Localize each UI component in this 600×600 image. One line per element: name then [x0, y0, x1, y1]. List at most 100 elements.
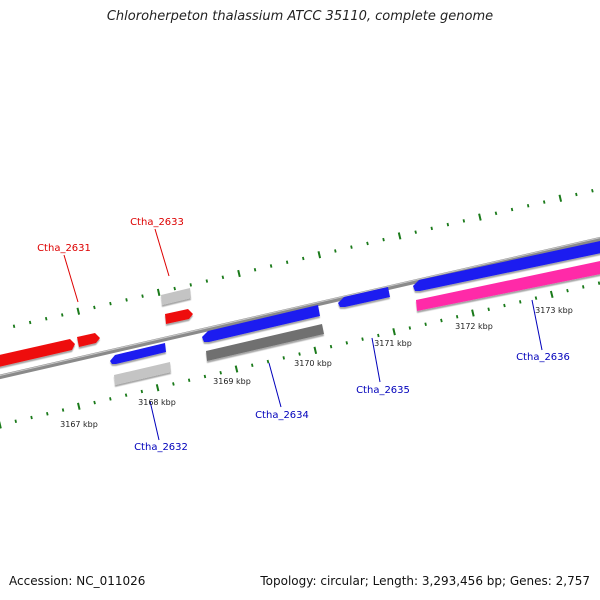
scale-label-3173: 3173 kbp — [535, 306, 573, 315]
outer-ring-major-tick — [397, 232, 402, 240]
inner-ring-minor-tick — [582, 285, 585, 289]
inner-ring-minor-tick — [408, 326, 412, 330]
outer-ring-minor-tick — [494, 211, 498, 216]
outer-ring-major-tick — [478, 213, 482, 221]
inner-ring-minor-tick — [46, 411, 49, 416]
outer-ring-major-tick — [156, 288, 161, 297]
scale-label-3167: 3167 kbp — [60, 420, 98, 429]
gene-label-ctha-2634[interactable]: Ctha_2634 — [255, 410, 309, 421]
scale-label-3168: 3168 kbp — [138, 398, 176, 407]
outer-ring-minor-tick — [382, 237, 385, 242]
inner-ring-minor-tick — [345, 341, 349, 345]
outer-ring-major-tick — [237, 269, 241, 278]
inner-ring-minor-tick — [93, 400, 96, 405]
genome-summary-text: Topology: circular; Length: 3,293,456 bp… — [260, 574, 590, 588]
outer-ring-minor-tick — [542, 200, 546, 204]
inner-ring-minor-tick — [534, 296, 538, 300]
outer-ring-minor-tick — [350, 245, 353, 249]
outer-ring-minor-tick — [189, 283, 192, 287]
gene-label-ctha-2633[interactable]: Ctha_2633 — [130, 217, 184, 228]
gene-ctha-2634-shadow-feature — [206, 324, 324, 361]
inner-ring-major-tick — [77, 402, 81, 410]
pseudo-feature-upper — [161, 288, 191, 305]
scale-label-3170: 3170 kbp — [294, 359, 332, 368]
outer-ring-minor-tick — [334, 249, 337, 253]
inner-ring-minor-tick — [298, 352, 301, 356]
outer-ring-minor-tick — [366, 241, 369, 246]
outer-ring-major-tick — [317, 251, 322, 259]
inner-ring-minor-tick — [140, 389, 144, 394]
outer-ring-minor-tick — [125, 298, 128, 302]
inner-ring-minor-tick — [251, 363, 254, 367]
outer-ring-minor-tick — [28, 320, 32, 325]
gene-ctha-2635-feature[interactable] — [338, 287, 390, 307]
inner-ring-minor-tick — [424, 322, 427, 326]
gene-label-ctha-2636[interactable]: Ctha_2636 — [516, 352, 570, 363]
gene-ctha-2631-small-feature[interactable] — [77, 333, 100, 347]
gene-label-ctha-2635[interactable]: Ctha_2635 — [356, 385, 410, 396]
inner-ring-major-tick — [155, 384, 160, 392]
outer-ring-minor-tick — [12, 324, 16, 328]
outer-ring-minor-tick — [61, 313, 64, 317]
ctha-2635-leader — [371, 337, 381, 383]
gene-label-ctha-2632[interactable]: Ctha_2632 — [134, 442, 188, 453]
outer-ring-minor-tick — [285, 260, 289, 264]
outer-ring-minor-tick — [526, 204, 530, 208]
inner-ring-minor-tick — [503, 303, 506, 308]
ctha-2631-leader — [63, 254, 79, 303]
accession-text: Accession: NC_011026 — [9, 574, 146, 588]
inner-ring-minor-tick — [61, 408, 65, 412]
genome-backbone — [0, 236, 600, 380]
outer-ring-minor-tick — [44, 316, 48, 321]
outer-ring-minor-tick — [591, 188, 594, 193]
outer-ring-minor-tick — [430, 226, 433, 231]
inner-tick-ring — [0, 281, 600, 429]
inner-ring-minor-tick — [109, 397, 112, 401]
gene-ctha-2631-feature[interactable] — [0, 339, 75, 369]
inner-ring-major-tick — [313, 346, 318, 355]
inner-ring-minor-tick — [30, 415, 33, 420]
gene-ctha-2632-feature[interactable] — [110, 343, 166, 364]
outer-tick-ring — [12, 188, 594, 328]
inner-ring-minor-tick — [124, 393, 128, 397]
inner-ring-minor-tick — [377, 333, 380, 338]
outer-ring-minor-tick — [109, 301, 112, 306]
gene-ctha-2636-feature[interactable] — [413, 240, 600, 291]
inner-ring-minor-tick — [219, 370, 222, 375]
outer-ring-minor-tick — [93, 305, 96, 310]
outer-ring-major-tick — [76, 307, 81, 315]
outer-ring-major-tick — [558, 194, 563, 202]
scale-label-3171: 3171 kbp — [374, 339, 412, 348]
inner-ring-minor-tick — [566, 288, 569, 293]
inner-ring-major-tick — [234, 365, 239, 373]
inner-ring-minor-tick — [440, 318, 443, 323]
ctha-2636-leader — [531, 299, 543, 351]
scale-label-3169: 3169 kbp — [213, 377, 251, 386]
inner-ring-minor-tick — [597, 281, 600, 285]
inner-ring-minor-tick — [519, 300, 522, 304]
inner-ring-minor-tick — [203, 374, 207, 379]
rna-feature[interactable] — [416, 260, 600, 311]
outer-ring-minor-tick — [462, 219, 466, 223]
map-title: Chloroherpeton thalassium ATCC 35110, co… — [106, 9, 494, 24]
outer-ring-minor-tick — [414, 230, 417, 234]
inner-ring-minor-tick — [361, 337, 364, 341]
outer-ring-minor-tick — [173, 286, 176, 291]
pseudo-feature-lower — [114, 362, 171, 385]
ctha-2633-leader — [154, 228, 170, 277]
inner-ring-minor-tick — [14, 419, 17, 423]
outer-ring-minor-tick — [253, 268, 257, 272]
gene-ctha-2634-feature[interactable] — [202, 305, 320, 342]
inner-ring-minor-tick — [172, 382, 175, 386]
gene-label-ctha-2631[interactable]: Ctha_2631 — [37, 243, 91, 254]
outer-ring-minor-tick — [205, 279, 209, 283]
inner-ring-minor-tick — [329, 344, 333, 349]
outer-ring-minor-tick — [510, 207, 514, 212]
gene-ctha-2633-feature[interactable] — [165, 309, 193, 324]
outer-ring-minor-tick — [446, 222, 450, 227]
outer-ring-minor-tick — [302, 256, 305, 261]
inner-ring-major-tick — [471, 309, 475, 317]
ctha-2634-leader — [268, 362, 282, 408]
